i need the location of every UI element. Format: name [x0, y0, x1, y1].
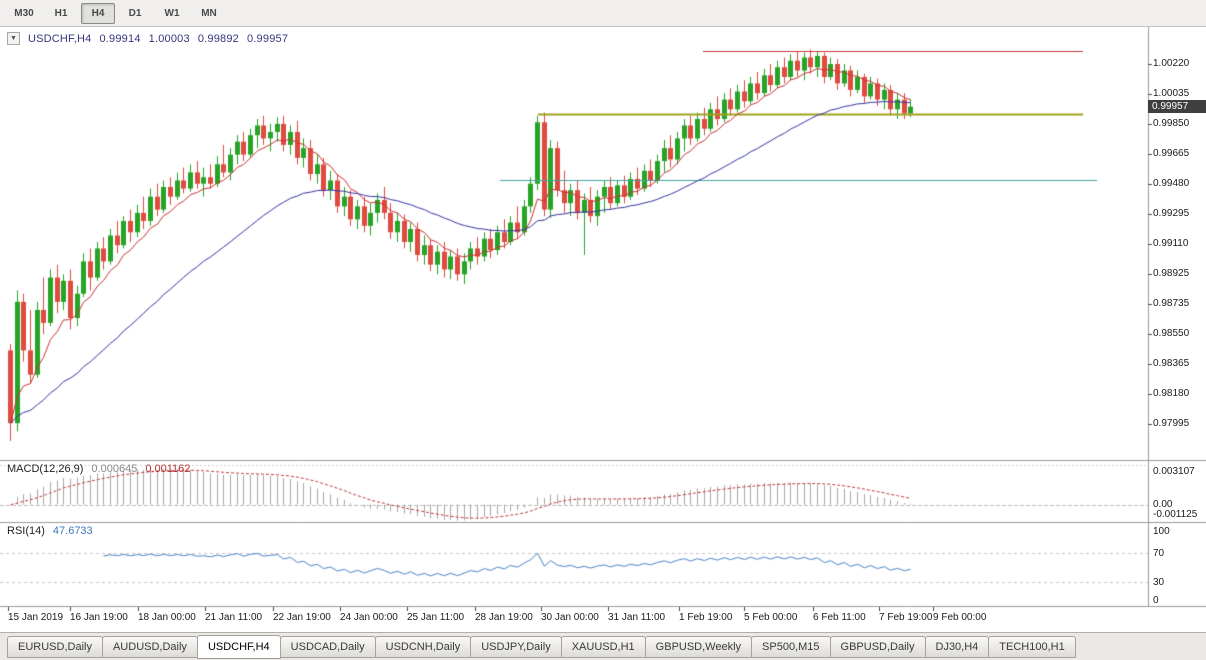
- time-axis-label: 7 Feb 19:00: [879, 612, 933, 623]
- ohlc-open-value: 0.99914: [99, 32, 141, 45]
- price-axis-label: 0.97995: [1153, 418, 1190, 429]
- chart-tab-usdcnh-daily[interactable]: USDCNH,Daily: [374, 635, 472, 658]
- chart-tab-usdjpy-daily[interactable]: USDJPY,Daily: [470, 635, 562, 658]
- ohlc-high-value: 1.00003: [148, 32, 190, 45]
- chart-symbol-period: USDCHF,H4: [27, 32, 92, 45]
- chart-window: ▼ USDCHF,H4 0.99914 1.00003 0.99892 0.99…: [0, 27, 1206, 632]
- ohlc-close-value: 0.99957: [246, 32, 289, 45]
- macd-signal-value: 0.001162: [145, 463, 191, 475]
- chart-tab-bar: EURUSD,Daily AUDUSD,Daily USDCHF,H4 USDCAD,…: [0, 632, 1206, 660]
- time-axis-label: 22 Jan 19:00: [273, 612, 331, 623]
- price-axis-label: 0.99295: [1153, 207, 1190, 219]
- time-axis-label: 18 Jan 00:00: [138, 612, 196, 623]
- price-axis-label: 0.98925: [1153, 267, 1190, 279]
- timeframe-button-m30[interactable]: M30: [14, 7, 34, 19]
- rsi-name: RSI(14): [7, 525, 45, 537]
- time-axis-label: 16 Jan 19:00: [70, 612, 128, 623]
- price-axis-label: 0.98550: [1153, 328, 1190, 340]
- chart-tab-gbpusd-daily[interactable]: GBPUSD,Daily: [829, 635, 926, 658]
- time-axis-label: 28 Jan 19:00: [475, 612, 533, 623]
- chart-tab-eurusd-daily[interactable]: EURUSD,Daily: [7, 635, 103, 658]
- time-axis-label: 31 Jan 11:00: [608, 612, 666, 623]
- price-axis-label: 0.99110: [1153, 237, 1189, 249]
- price-axis-label: 0.98365: [1153, 358, 1190, 370]
- timeframe-button-h1[interactable]: H1: [54, 7, 68, 19]
- macd-main-value: 0.000645: [91, 463, 138, 475]
- rsi-current-value: 47.6733: [52, 525, 93, 537]
- time-axis-label: 24 Jan 00:00: [340, 612, 398, 623]
- time-axis-label: 25 Jan 11:00: [407, 612, 465, 623]
- collapse-subwindow-icon[interactable]: ▼: [7, 32, 20, 45]
- price-chart-canvas[interactable]: [0, 27, 1206, 632]
- macd-name: MACD(12,26,9): [7, 463, 84, 475]
- rsi-scale-label: 100: [1153, 526, 1170, 537]
- chart-tab-gbpusd-weekly[interactable]: GBPUSD,Weekly: [644, 635, 753, 658]
- chart-tab-usdcad-daily[interactable]: USDCAD,Daily: [279, 635, 376, 658]
- rsi-indicator-label: RSI(14) 47.6733: [7, 525, 93, 537]
- macd-scale-label: 0.00: [1153, 498, 1173, 510]
- price-axis-label: 0.99665: [1153, 147, 1190, 159]
- time-axis-label: 21 Jan 11:00: [205, 612, 263, 623]
- time-axis-label: 9 Feb 00:00: [933, 612, 987, 623]
- macd-scale-label: 0.003107: [1153, 466, 1195, 477]
- macd-indicator-label: MACD(12,26,9) 0.000645 0.001162: [7, 463, 190, 475]
- current-price-badge: 0.99957: [1148, 100, 1206, 113]
- price-axis-label: 0.98180: [1153, 388, 1190, 400]
- rsi-scale-label: 30: [1153, 577, 1165, 589]
- macd-scale-label: -0.001125: [1153, 509, 1198, 520]
- timeframe-toolbar: M30 H1 H4 D1 W1 MN: [0, 0, 1206, 27]
- time-axis-label: 1 Feb 19:00: [679, 612, 733, 623]
- time-axis-label: 5 Feb 00:00: [744, 612, 798, 623]
- timeframe-button-d1[interactable]: D1: [128, 7, 142, 19]
- time-axis-label: 30 Jan 00:00: [541, 612, 599, 623]
- price-axis-label: 0.99480: [1153, 177, 1190, 189]
- chart-tab-dj30-h4[interactable]: DJ30,H4: [924, 635, 990, 658]
- chart-tab-usdchf-h4[interactable]: USDCHF,H4: [196, 634, 281, 659]
- chart-ohlc-header: ▼ USDCHF,H4 0.99914 1.00003 0.99892 0.99…: [7, 32, 288, 45]
- price-axis-label: 0.99850: [1153, 117, 1190, 129]
- price-axis-label: 1.00035: [1153, 87, 1190, 99]
- chart-tab-xauusd-h1[interactable]: XAUUSD,H1: [560, 635, 646, 658]
- chart-tab-audusd-daily[interactable]: AUDUSD,Daily: [101, 635, 198, 658]
- timeframe-button-w1[interactable]: W1: [164, 7, 180, 19]
- ohlc-low-value: 0.99892: [197, 32, 239, 45]
- time-axis-label: 15 Jan 2019: [8, 612, 64, 623]
- rsi-scale-label: 70: [1153, 547, 1165, 559]
- timeframe-button-mn[interactable]: MN: [201, 7, 217, 19]
- price-axis-label: 1.00220: [1153, 58, 1190, 69]
- rsi-scale-label: 0: [1153, 595, 1159, 606]
- chart-tab-tech100-h1[interactable]: TECH100,H1: [988, 635, 1076, 658]
- price-axis-label: 0.98735: [1153, 298, 1190, 310]
- chart-tab-sp500-m15[interactable]: SP500,M15: [751, 635, 831, 658]
- timeframe-button-h4[interactable]: H4: [81, 2, 115, 24]
- time-axis-label: 6 Feb 11:00: [813, 612, 866, 623]
